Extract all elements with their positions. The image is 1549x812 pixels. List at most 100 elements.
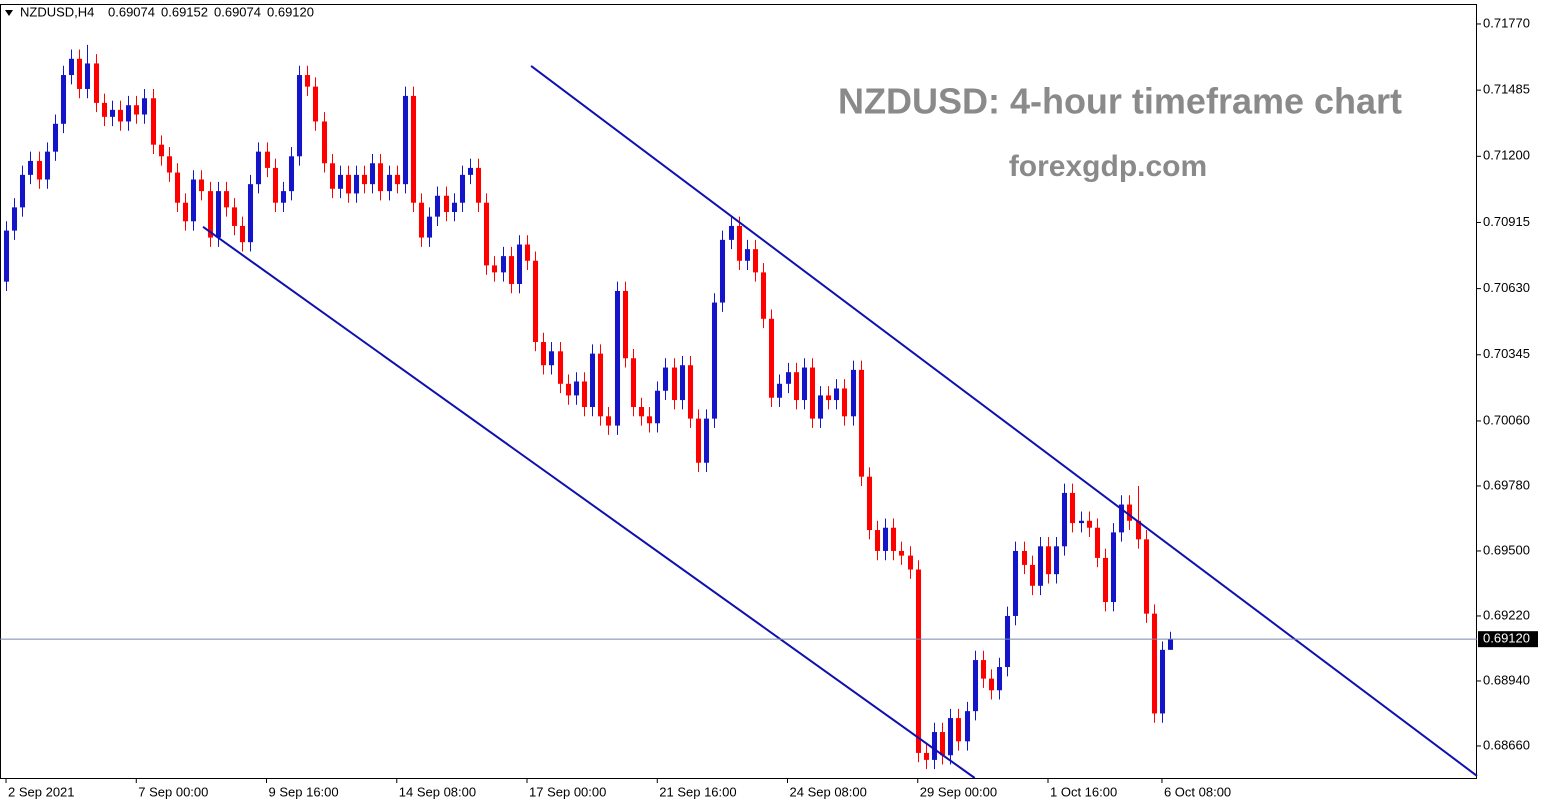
x-tick-label: 21 Sep 16:00 xyxy=(659,784,736,799)
candle-body xyxy=(1029,564,1036,586)
candle-body xyxy=(296,75,303,157)
candle-body xyxy=(345,174,352,194)
candle-body xyxy=(955,718,962,742)
x-tick-label: 1 Oct 16:00 xyxy=(1050,784,1117,799)
x-tick-label: 29 Sep 00:00 xyxy=(920,784,997,799)
ohlc-high: 0.69152 xyxy=(161,4,208,19)
candle-body xyxy=(630,358,637,408)
y-tick-label: 0.69220 xyxy=(1483,607,1530,622)
x-tick-label: 24 Sep 08:00 xyxy=(790,784,867,799)
candle-body xyxy=(1037,546,1044,586)
candle-body xyxy=(418,202,425,238)
trendline xyxy=(530,65,1478,777)
candle-body xyxy=(361,174,368,185)
candle-body xyxy=(866,476,873,531)
candle-body xyxy=(671,367,678,401)
candle-body xyxy=(3,230,10,282)
y-tick-label: 0.68940 xyxy=(1483,672,1530,687)
candle-body xyxy=(207,191,214,238)
x-tick-label: 2 Sep 2021 xyxy=(8,784,75,799)
candle-body xyxy=(329,163,336,189)
candle-body xyxy=(304,75,311,87)
candle-body xyxy=(662,367,669,391)
candle-body xyxy=(638,407,645,417)
candle-body xyxy=(516,244,523,284)
candle-body xyxy=(1045,546,1052,575)
chart-subtitle: forexgdp.com xyxy=(1009,150,1207,183)
candle-body xyxy=(597,353,604,417)
candle-body xyxy=(825,395,832,401)
ohlc-low: 0.69074 xyxy=(214,4,261,19)
candle-body xyxy=(988,678,995,691)
candle-body xyxy=(459,174,466,203)
candle-body xyxy=(353,174,360,194)
candle-body xyxy=(475,167,482,203)
candle-body xyxy=(1102,557,1109,603)
candle-body xyxy=(947,718,954,756)
candle-body xyxy=(1110,532,1117,603)
candle-body xyxy=(1012,550,1019,616)
candle-body xyxy=(141,98,148,115)
x-tick-label: 6 Oct 08:00 xyxy=(1164,784,1231,799)
candle-body xyxy=(565,383,572,396)
y-tick-label: 0.71485 xyxy=(1483,82,1530,97)
candle-body xyxy=(1118,504,1125,533)
candle-body xyxy=(288,156,295,192)
candle-body xyxy=(801,367,808,401)
candle-body xyxy=(581,381,588,408)
candle-body xyxy=(850,369,857,417)
candle-body xyxy=(386,174,393,192)
ohlc-open: 0.69074 xyxy=(108,4,155,19)
candle-body xyxy=(882,527,889,551)
candle-body xyxy=(93,63,100,103)
candle-body xyxy=(980,660,987,679)
candle-body xyxy=(898,550,905,556)
candle-body xyxy=(1151,613,1158,714)
candle-body xyxy=(68,58,75,76)
candle-body xyxy=(1159,649,1166,714)
candle-body xyxy=(939,732,946,756)
candle-body xyxy=(532,260,539,343)
candle-body xyxy=(760,272,767,319)
candle-body xyxy=(524,244,531,261)
candle-body xyxy=(679,365,686,401)
candle-body xyxy=(198,179,205,192)
current-price-box xyxy=(1478,631,1538,648)
candle-body xyxy=(1167,639,1174,650)
y-tick-label: 0.70630 xyxy=(1483,280,1530,295)
candle-body xyxy=(52,123,59,152)
candle-body xyxy=(44,151,51,180)
candle-body xyxy=(467,167,474,175)
candle-body xyxy=(923,752,930,760)
candle-body xyxy=(1086,520,1093,528)
candle-body xyxy=(321,121,328,164)
candle-body xyxy=(133,105,140,115)
candle-body xyxy=(434,195,441,217)
candle-body xyxy=(728,225,735,240)
candle-body xyxy=(500,256,507,273)
candle-body xyxy=(841,388,848,417)
chart-title: NZDUSD: 4-hour timeframe chart xyxy=(838,81,1402,122)
candle-body xyxy=(646,416,653,424)
y-tick-label: 0.71770 xyxy=(1483,15,1530,30)
candle-body xyxy=(557,351,564,384)
y-tick-label: 0.69500 xyxy=(1483,542,1530,557)
candle-body xyxy=(19,174,26,208)
candle-body xyxy=(280,191,287,203)
candle-body xyxy=(377,163,384,192)
candle-body xyxy=(1094,527,1101,558)
candle-body xyxy=(548,351,555,366)
candle-body xyxy=(890,527,897,551)
candle-body xyxy=(369,163,376,185)
x-tick-label: 7 Sep 00:00 xyxy=(138,784,208,799)
candle-body xyxy=(11,207,18,231)
y-tick-label: 0.70915 xyxy=(1483,214,1530,229)
candle-body xyxy=(996,667,1003,691)
x-tick-label: 17 Sep 00:00 xyxy=(529,784,606,799)
candle-body xyxy=(117,109,124,122)
candle-body xyxy=(711,302,718,419)
candle-body xyxy=(84,63,91,89)
candle-body xyxy=(817,395,824,419)
